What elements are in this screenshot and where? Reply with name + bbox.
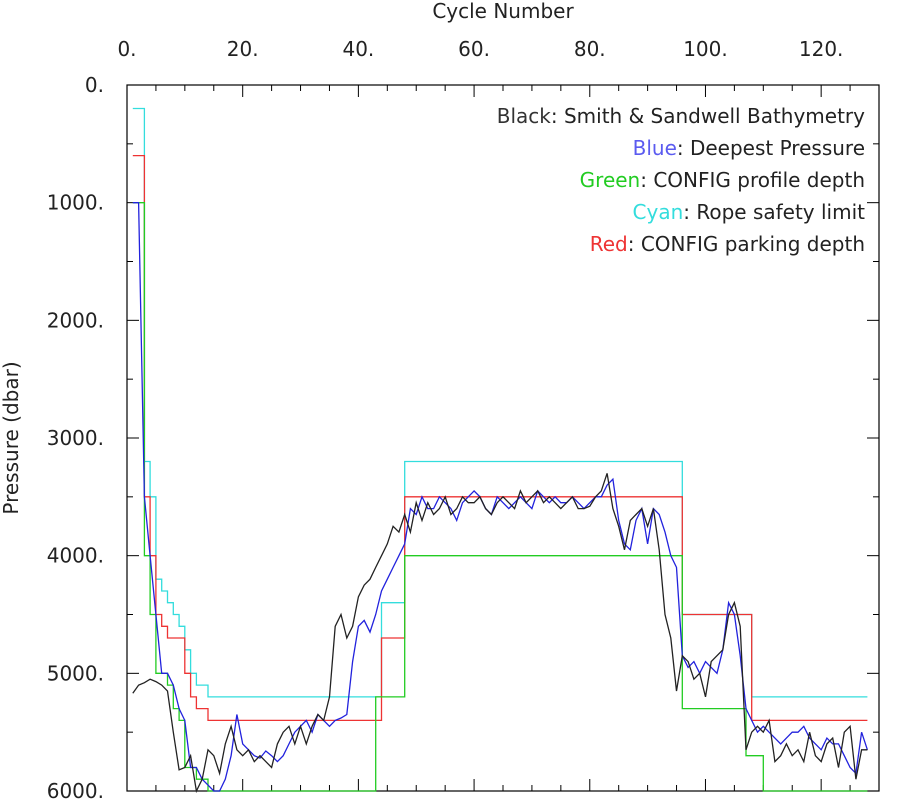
legend-description: : Smith & Sandwell Bathymetry xyxy=(551,104,865,128)
series-line-smith-sandwell-bathymetry xyxy=(132,473,868,794)
x-tick-label: 20. xyxy=(227,37,259,61)
legend-entry: Green: CONFIG profile depth xyxy=(580,168,865,192)
legend-color-word: Cyan xyxy=(633,200,684,224)
axis-tick-labels: 0. 20. 40. 60. 80. 100. 120. 0. 1000. 2000. 3000. 4… xyxy=(47,37,844,800)
x-tick-label: 120. xyxy=(799,37,844,61)
x-axis-label: Cycle Number xyxy=(432,0,574,23)
y-tick-label: 1000. xyxy=(47,191,104,215)
y-tick-label: 5000. xyxy=(47,661,104,685)
legend-color-word: Blue xyxy=(633,136,677,160)
legend-description: : Rope safety limit xyxy=(683,200,865,224)
series-line-rope-safety-limit xyxy=(132,107,868,698)
legend-entry: Blue: Deepest Pressure xyxy=(633,136,865,160)
y-tick-label: 6000. xyxy=(47,779,104,800)
y-axis-label: Pressure (dbar) xyxy=(0,361,23,514)
y-tick-label: 3000. xyxy=(47,426,104,450)
x-tick-label: 80. xyxy=(574,37,606,61)
y-tick-label: 4000. xyxy=(47,544,104,568)
legend-color-word: Red xyxy=(590,232,628,256)
x-tick-label: 0. xyxy=(117,37,136,61)
legend-description: : CONFIG profile depth xyxy=(640,168,865,192)
y-tick-label: 2000. xyxy=(47,308,104,332)
legend-entry: Red: CONFIG parking depth xyxy=(590,232,865,256)
series-group xyxy=(132,107,869,794)
legend-color-word: Black xyxy=(497,104,552,128)
legend-color-word: Green xyxy=(580,168,641,192)
x-tick-label: 60. xyxy=(458,37,490,61)
legend: Black: Smith & Sandwell BathymetryBlue: … xyxy=(497,104,865,256)
legend-entry: Black: Smith & Sandwell Bathymetry xyxy=(497,104,865,128)
y-tick-label: 0. xyxy=(85,73,104,97)
legend-description: : CONFIG parking depth xyxy=(628,232,865,256)
legend-entry: Cyan: Rope safety limit xyxy=(633,200,866,224)
x-tick-label: 100. xyxy=(683,37,728,61)
legend-description: : Deepest Pressure xyxy=(677,136,865,160)
x-tick-label: 40. xyxy=(342,37,374,61)
